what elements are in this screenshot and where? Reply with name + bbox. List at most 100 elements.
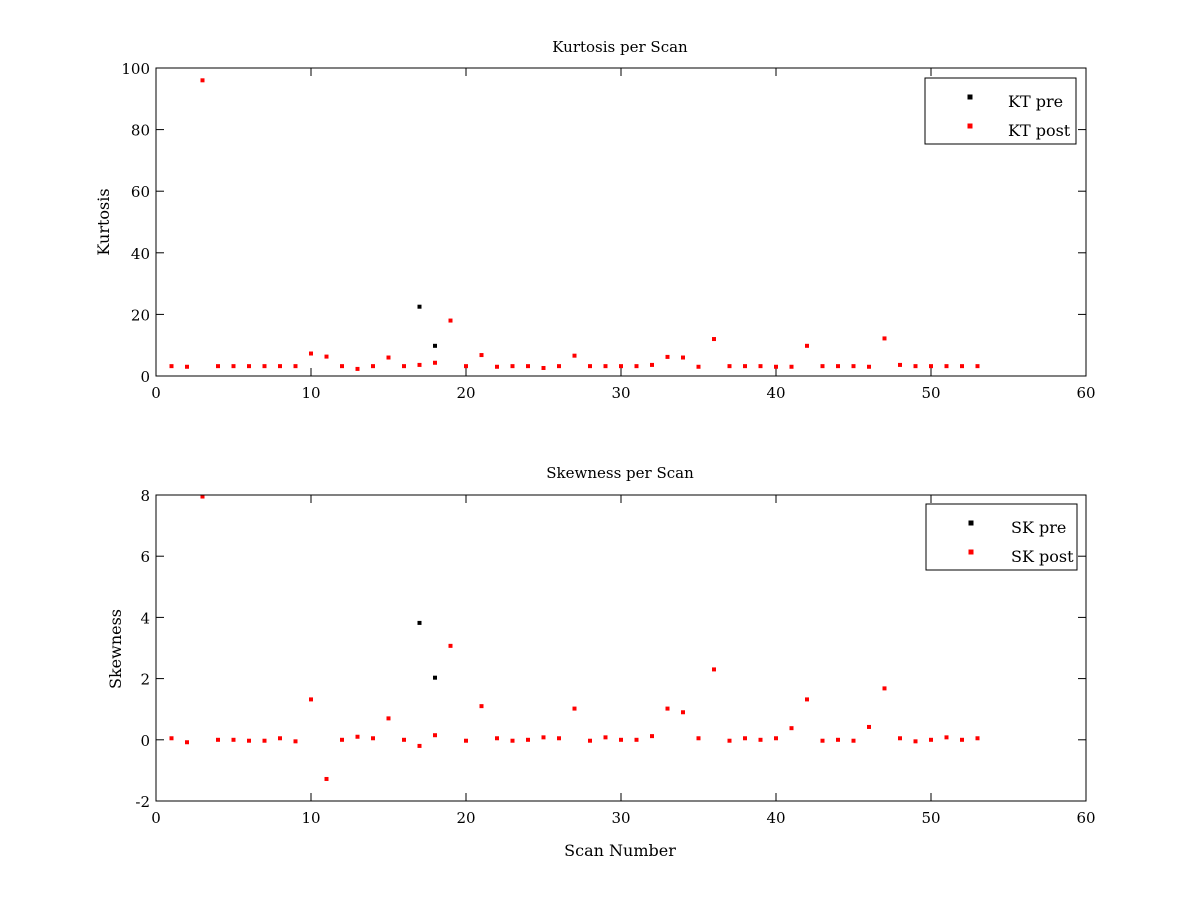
- skewness-post-point: [262, 738, 267, 743]
- kurtosis-post-point: [727, 364, 732, 369]
- skewness-post-point: [588, 738, 592, 743]
- skewness-x-tick-label: 30: [611, 809, 630, 827]
- skewness-post-point: [805, 697, 809, 702]
- kurtosis-post-point: [386, 355, 391, 360]
- skewness-panel: Skewness per Scan Skewness Scan Number 0…: [106, 464, 1096, 860]
- skewness-post-point: [820, 738, 825, 743]
- skewness-post-point: [975, 736, 980, 741]
- kurtosis-post-point: [200, 78, 205, 83]
- skewness-post-point: [619, 737, 623, 742]
- kurtosis-post-point: [619, 364, 623, 369]
- skewness-post-point: [603, 735, 608, 740]
- kurtosis-y-tick-label: 100: [121, 60, 150, 78]
- skewness-post-point: [324, 776, 329, 781]
- kurtosis-post-point: [867, 364, 871, 369]
- skewness-legend-label-pre: SK pre: [1011, 518, 1066, 537]
- kurtosis-post-point: [929, 364, 933, 369]
- skewness-post-point: [448, 643, 453, 648]
- kurtosis-y-tick-label: 20: [131, 306, 150, 324]
- kurtosis-legend-box: [924, 77, 1077, 145]
- kurtosis-post-point: [913, 364, 918, 369]
- kurtosis-pre-point: [433, 343, 437, 348]
- skewness-y-tick-label: 0: [140, 732, 150, 750]
- kurtosis-post-point: [510, 364, 515, 369]
- kurtosis-y-tick-label: 0: [140, 368, 150, 386]
- skewness-post-point: [836, 737, 840, 742]
- kurtosis-y-tick-label: 40: [131, 245, 150, 263]
- kurtosis-post-point: [820, 364, 825, 369]
- skewness-post-point: [433, 733, 437, 738]
- kurtosis-post-point: [324, 354, 329, 359]
- skewness-post-point: [247, 738, 251, 743]
- kurtosis-x-tick-label: 30: [611, 384, 630, 402]
- kurtosis-post-point: [340, 364, 344, 369]
- skewness-x-tick-label: 20: [456, 809, 475, 827]
- skewness-post-point: [572, 706, 577, 711]
- kurtosis-plot-frame: [155, 67, 1087, 377]
- kurtosis-chart-title: Kurtosis per Scan: [552, 38, 688, 56]
- skewness-post-point: [851, 738, 856, 743]
- kurtosis-post-point: [247, 364, 251, 369]
- kurtosis-post-point: [882, 336, 887, 341]
- kurtosis-legend-marker-post: [967, 123, 973, 129]
- kurtosis-post-point: [541, 365, 546, 370]
- skewness-x-tick-label: 60: [1076, 809, 1095, 827]
- kurtosis-post-point: [495, 364, 499, 369]
- skewness-post-point: [355, 734, 360, 739]
- skewness-legend-marker-post: [968, 549, 974, 555]
- skewness-post-point: [417, 743, 422, 748]
- kurtosis-x-tick-label: 20: [456, 384, 475, 402]
- skewness-y-axis-label: Skewness: [106, 609, 125, 689]
- skewness-pre-point: [417, 620, 422, 625]
- kurtosis-post-point: [805, 343, 809, 348]
- skewness-x-tick-label: 10: [301, 809, 320, 827]
- skewness-post-point: [696, 736, 701, 741]
- skewness-post-point: [541, 735, 546, 740]
- kurtosis-post-point: [448, 318, 453, 323]
- skewness-y-tick-label: 8: [140, 487, 150, 505]
- kurtosis-post-point: [650, 362, 654, 367]
- skewness-post-point: [371, 736, 375, 741]
- kurtosis-post-point: [417, 362, 422, 367]
- skewness-chart-title: Skewness per Scan: [546, 464, 694, 482]
- skewness-post-point: [665, 706, 670, 711]
- kurtosis-post-point: [665, 354, 670, 359]
- kurtosis-post-point: [526, 364, 530, 369]
- skewness-post-point: [309, 697, 313, 702]
- kurtosis-post-point: [185, 364, 189, 369]
- kurtosis-x-tick-label: 50: [921, 384, 940, 402]
- kurtosis-post-point: [743, 364, 747, 369]
- kurtosis-ticks: 0 10 20 30 40 50 60 0 20 40 60 80 100: [121, 60, 1095, 402]
- kurtosis-legend: KT pre KT post: [924, 77, 1077, 145]
- kurtosis-post-point: [898, 362, 902, 367]
- kurtosis-y-tick-label: 80: [131, 122, 150, 140]
- skewness-post-point: [278, 736, 282, 741]
- skewness-post-point: [479, 704, 484, 709]
- kurtosis-post-point: [355, 366, 360, 371]
- kurtosis-post-point: [557, 364, 561, 369]
- skewness-post-point: [526, 737, 530, 742]
- skewness-post-point: [758, 737, 763, 742]
- skewness-post-point: [169, 736, 174, 741]
- kurtosis-post-point: [278, 364, 282, 369]
- kurtosis-x-tick-label: 0: [151, 384, 161, 402]
- kurtosis-post-point: [216, 364, 220, 369]
- kurtosis-post-point: [433, 360, 437, 365]
- kurtosis-post-point: [371, 364, 375, 369]
- kurtosis-post-point: [464, 364, 468, 369]
- skewness-post-point: [557, 736, 561, 741]
- skewness-post-point: [960, 737, 964, 742]
- kurtosis-post-point: [789, 364, 794, 369]
- skewness-y-tick-label: 2: [140, 671, 150, 689]
- kurtosis-pre-point: [417, 304, 422, 309]
- skewness-x-tick-label: 50: [921, 809, 940, 827]
- skewness-legend-label-post: SK post: [1011, 547, 1074, 566]
- kurtosis-markers: [169, 78, 980, 371]
- skewness-post-point: [510, 738, 515, 743]
- kurtosis-panel: Kurtosis per Scan Kurtosis 0 10 20 30 40 50 60…: [94, 38, 1096, 402]
- skewness-post-point: [774, 736, 778, 741]
- kurtosis-post-point: [479, 353, 484, 358]
- kurtosis-post-point: [588, 364, 592, 369]
- skewness-x-tick-label: 40: [766, 809, 785, 827]
